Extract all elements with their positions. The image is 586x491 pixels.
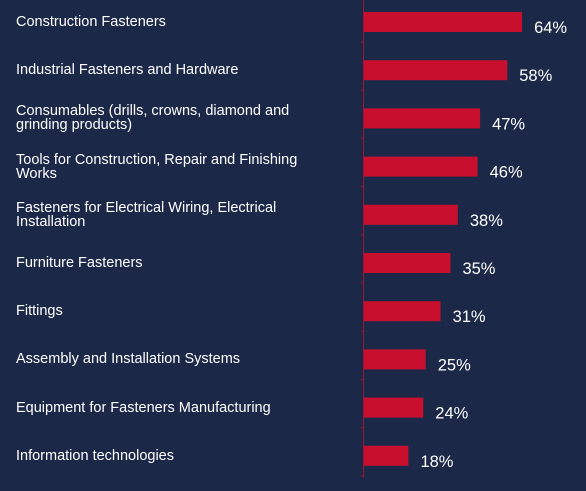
category-label: Industrial Fasteners and Hardware [16, 62, 239, 79]
value-label: 24% [435, 405, 468, 423]
category-label: Information technologies [16, 447, 174, 464]
category-label: Equipment for Fasteners Manufacturing [16, 399, 271, 416]
value-label: 25% [438, 356, 471, 374]
bar [364, 301, 441, 322]
bar [364, 397, 424, 418]
bar [364, 60, 508, 81]
category-label: Fittings [16, 303, 63, 320]
value-label: 47% [492, 115, 525, 133]
bar [364, 108, 481, 129]
value-label: 46% [490, 164, 523, 182]
category-label: Fasteners for Electrical Wiring, Electri… [16, 199, 277, 230]
bar [364, 253, 451, 273]
bar [364, 445, 409, 466]
value-label: 35% [462, 260, 495, 278]
bar [364, 156, 478, 177]
category-label: Consumables (drills, crowns, diamond and… [16, 103, 290, 134]
value-label: 38% [470, 212, 503, 230]
category-label: Assembly and Installation Systems [16, 351, 241, 368]
value-label: 64% [534, 19, 567, 37]
category-label: Tools for Construction, Repair and Finis… [16, 151, 298, 182]
value-label: 31% [453, 308, 486, 326]
bar [364, 204, 458, 225]
value-label: 18% [420, 453, 453, 471]
bar [364, 12, 523, 32]
category-label: Construction Fasteners [16, 14, 166, 30]
category-label: Furniture Fasteners [16, 255, 143, 271]
bar [364, 349, 426, 370]
value-label: 58% [519, 67, 552, 85]
